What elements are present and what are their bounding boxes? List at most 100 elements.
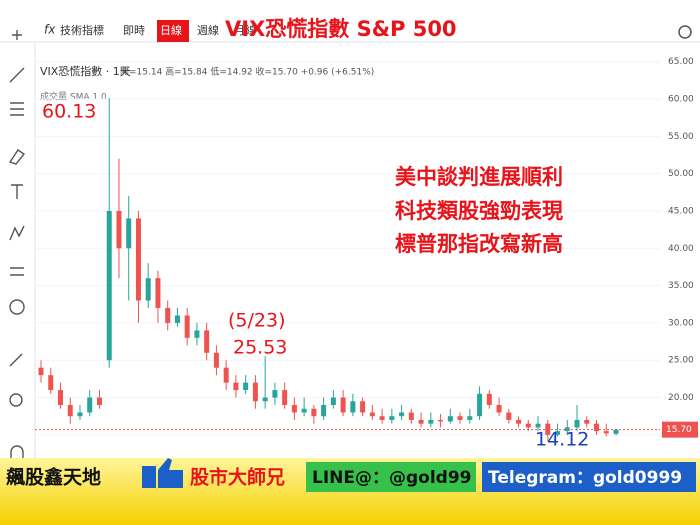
candle-body <box>194 330 200 338</box>
candle-body <box>330 397 336 406</box>
toolbar-item[interactable]: 技術指標 <box>60 23 104 37</box>
last-price-label: 15.70 <box>666 425 692 435</box>
banner-text: 股市大師兄 <box>190 466 285 489</box>
candle-body <box>438 419 444 422</box>
candle-body <box>525 423 531 428</box>
candle-body <box>243 382 249 391</box>
candle-body <box>467 416 473 420</box>
line-box <box>306 462 476 492</box>
telegram-box <box>482 462 696 492</box>
y-tick-label: 40.00 <box>668 244 694 254</box>
candle-body <box>252 382 258 402</box>
candle-body <box>106 210 112 361</box>
candle-body <box>584 419 590 424</box>
magnet-tool[interactable] <box>10 445 24 462</box>
candle-body <box>535 423 541 428</box>
candle-body <box>321 405 327 417</box>
candle-body <box>272 390 278 398</box>
candle-body <box>77 412 83 417</box>
candle-body <box>48 375 54 391</box>
candle-body <box>360 401 366 413</box>
line-tool[interactable] <box>9 67 25 83</box>
banner-text: LINE@：@gold99 <box>312 468 472 488</box>
candle-body <box>311 408 317 417</box>
ohlc-legend: 開=15.14 高=15.84 低=14.92 收=15.70 +0.96 (+… <box>120 66 374 78</box>
toolbar-item[interactable]: 即時 <box>123 24 145 37</box>
candle-body <box>428 419 434 424</box>
candle-body <box>184 315 190 338</box>
annotation: (5/23) <box>228 310 286 332</box>
candle-body <box>38 367 44 376</box>
y-tick-label: 65.00 <box>668 57 694 67</box>
candle-body <box>603 431 609 434</box>
y-tick-label: 35.00 <box>668 281 694 291</box>
measure-tool[interactable] <box>10 267 24 276</box>
banner-text: Telegram：gold0999 <box>488 468 682 488</box>
y-tick-label: 45.00 <box>668 206 694 216</box>
candle-body <box>96 397 102 406</box>
crosshair-tool[interactable] <box>12 30 22 40</box>
brush-tool[interactable] <box>8 149 26 165</box>
toolbar-item[interactable]: 日線 <box>160 23 182 37</box>
candle-body <box>57 390 63 406</box>
candle-body <box>594 423 600 432</box>
y-tick-label: 55.00 <box>668 132 694 142</box>
candle-body <box>574 419 580 428</box>
candle-body <box>262 397 268 402</box>
candle-body <box>155 278 161 308</box>
annotation: 標普那指改寫新高 <box>395 232 563 256</box>
candle-body <box>613 429 619 434</box>
candle-body <box>145 278 151 301</box>
thumb-icon <box>142 466 156 488</box>
candle-body <box>291 405 297 413</box>
candle-body <box>116 210 122 249</box>
candle-body <box>418 419 424 424</box>
emoji-tool[interactable] <box>9 299 25 315</box>
candle-body <box>486 393 492 406</box>
text-tool[interactable] <box>11 184 23 199</box>
candle-body <box>174 315 180 323</box>
candle-body <box>496 405 502 413</box>
y-tick-label: 25.00 <box>668 356 694 366</box>
annotation: 科技類股強勁表現 <box>395 199 563 223</box>
candle-body <box>223 367 229 383</box>
zoom-tool[interactable] <box>9 393 23 407</box>
last-price-box <box>662 421 698 438</box>
ruler-tool[interactable] <box>9 353 23 367</box>
toolbar-item[interactable]: 月線 <box>234 23 256 37</box>
candle-body <box>340 397 346 413</box>
candle-body <box>301 408 307 413</box>
y-tick-label: 20.00 <box>668 393 694 403</box>
candle-body <box>457 416 463 420</box>
pattern-tool[interactable] <box>9 225 25 241</box>
candle-body <box>399 412 405 417</box>
candle-body <box>233 382 239 391</box>
candle-body <box>477 393 483 417</box>
candle-body <box>135 218 141 301</box>
candle-body <box>389 416 395 420</box>
candle-body <box>516 419 522 424</box>
page-title: VIX恐慌指數 S&P 500 <box>225 17 457 41</box>
candle-body <box>87 397 93 413</box>
candle-body <box>204 330 210 353</box>
annotation: 60.13 <box>42 101 96 123</box>
annotation: 美中談判進展順利 <box>395 165 563 189</box>
candle-body <box>506 412 512 420</box>
toolbar-selected <box>157 20 189 42</box>
toolbar-item[interactable]: 週線 <box>197 23 219 37</box>
fib-tool[interactable] <box>10 102 24 116</box>
candle-body <box>369 412 375 417</box>
candle-body <box>379 416 385 420</box>
settings-icon[interactable] <box>678 25 692 39</box>
banner-text: 飆股鑫天地 <box>6 466 101 489</box>
fx-icon[interactable]: fx <box>44 23 56 37</box>
candle-body <box>165 307 171 323</box>
annotation: 14.12 <box>535 429 589 451</box>
candle-body <box>447 416 453 422</box>
y-tick-label: 50.00 <box>668 169 694 179</box>
candle-body <box>126 218 132 249</box>
y-tick-label: 30.00 <box>668 318 694 328</box>
y-tick-label: 60.00 <box>668 95 694 105</box>
candle-body <box>408 412 414 420</box>
